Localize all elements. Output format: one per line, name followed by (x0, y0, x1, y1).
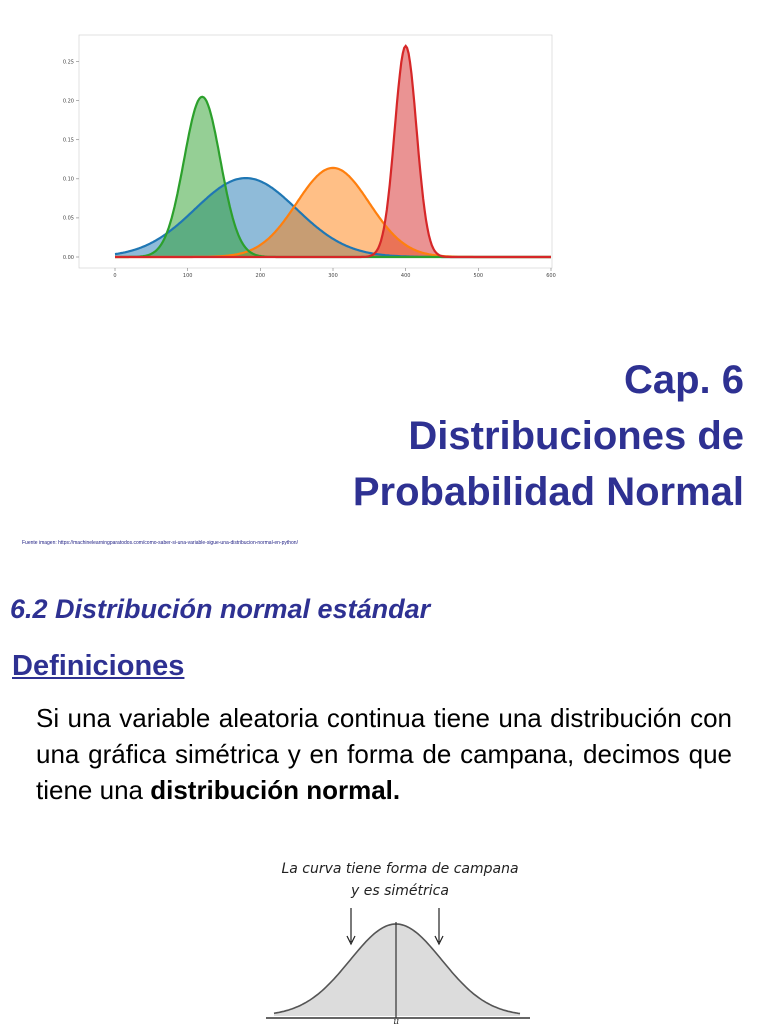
bell-curve-figure: La curva tiene forma de campana y es sim… (240, 852, 560, 1024)
series-3-area (115, 96, 551, 257)
x-axis: 0 100 200 300 400 500 600 (113, 268, 556, 279)
y-tick-label-2: 0.10 (63, 177, 74, 183)
y-tick-label-3: 0.15 (63, 138, 74, 144)
definitions-heading: Definiciones (12, 650, 185, 682)
title-line-1: Cap. 6 (623, 358, 744, 402)
section-heading: 6.2 Distribución normal estándar (10, 594, 431, 624)
bell-caption-line-2: y es simétrica (351, 883, 449, 899)
right-arrow-icon (434, 908, 444, 946)
y-axis: 0.00 0.05 0.10 0.15 0.20 0.25 (63, 59, 79, 261)
x-tick-label-6: 600 (546, 273, 556, 279)
x-tick-label-5: 500 (474, 273, 484, 279)
bell-curve-fill (274, 924, 520, 1016)
y-tick-label-1: 0.05 (63, 216, 74, 222)
bell-curve-line (273, 923, 521, 1015)
x-tick-label-4: 400 (401, 273, 411, 279)
mu-label: μ (393, 1017, 399, 1024)
chart-svg: 0 100 200 300 400 500 600 0.00 0.05 0.10 0.15 0.20… (63, 34, 556, 279)
y-tick-label-0: 0.00 (63, 255, 74, 261)
image-source-credit: Fuente imagen: https://machinelearningpa… (22, 540, 298, 546)
definition-text: Si una variable aleatoria continua tiene… (36, 703, 732, 805)
x-tick-label-0: 0 (113, 273, 116, 279)
x-tick-label-3: 300 (328, 273, 338, 279)
chart-areas (115, 46, 551, 257)
series-2-area (115, 167, 551, 257)
series-4-line (115, 44, 551, 259)
y-tick-label-4: 0.20 (63, 99, 74, 105)
x-tick-label-2: 200 (256, 273, 266, 279)
left-arrow-icon (346, 908, 356, 946)
chart-lines (114, 44, 551, 259)
bell-curve-svg: μ (266, 908, 530, 1024)
x-tick-label-1: 100 (183, 273, 193, 279)
chapter-title: Cap. 6 Distribuciones de Probabilidad No… (144, 352, 744, 520)
definition-bold-term: distribución normal. (150, 775, 401, 805)
normal-distributions-chart: 0 100 200 300 400 500 600 0.00 0.05 0.10 0.15 0.20… (0, 0, 768, 290)
bell-caption-line-1: La curva tiene forma de campana (281, 861, 519, 877)
bell-curve-caption: La curva tiene forma de campana y es sim… (240, 858, 560, 902)
title-line-2: Distribuciones de (408, 414, 744, 458)
y-tick-label-5: 0.25 (63, 59, 74, 65)
definition-paragraph: Si una variable aleatoria continua tiene… (36, 700, 732, 808)
title-line-3: Probabilidad Normal (352, 470, 744, 514)
